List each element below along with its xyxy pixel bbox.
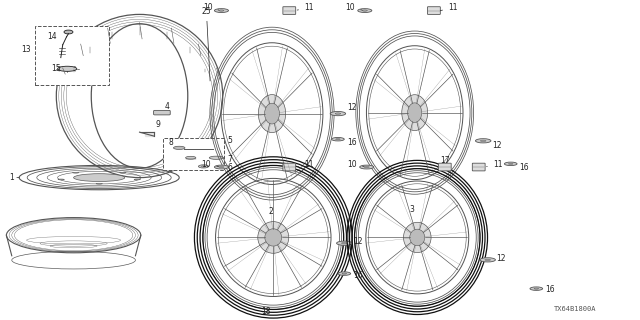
Ellipse shape xyxy=(134,179,140,180)
Ellipse shape xyxy=(209,156,223,159)
Ellipse shape xyxy=(258,221,289,253)
Text: 17: 17 xyxy=(440,156,450,165)
Text: 10: 10 xyxy=(346,4,362,12)
Text: 11: 11 xyxy=(297,4,314,12)
Text: 12: 12 xyxy=(492,141,502,150)
FancyBboxPatch shape xyxy=(438,163,451,171)
Ellipse shape xyxy=(64,30,73,34)
Ellipse shape xyxy=(214,165,228,169)
Ellipse shape xyxy=(402,95,428,131)
Ellipse shape xyxy=(72,172,79,173)
Ellipse shape xyxy=(198,165,209,168)
Ellipse shape xyxy=(403,222,431,252)
Text: 9: 9 xyxy=(156,120,161,129)
Text: 3: 3 xyxy=(409,205,414,214)
Text: 1: 1 xyxy=(10,173,19,182)
Ellipse shape xyxy=(362,10,367,11)
Text: 10: 10 xyxy=(348,160,364,169)
Text: 5: 5 xyxy=(227,136,232,145)
Ellipse shape xyxy=(186,156,196,159)
Text: 16: 16 xyxy=(347,138,356,147)
Ellipse shape xyxy=(332,138,344,141)
Ellipse shape xyxy=(58,179,65,180)
FancyBboxPatch shape xyxy=(472,163,485,171)
Ellipse shape xyxy=(534,288,539,289)
Ellipse shape xyxy=(338,272,351,275)
FancyBboxPatch shape xyxy=(35,26,109,85)
Text: 11: 11 xyxy=(486,160,502,169)
Text: 4: 4 xyxy=(165,102,170,111)
Ellipse shape xyxy=(410,229,425,246)
Text: 2: 2 xyxy=(268,207,273,216)
Text: 10: 10 xyxy=(203,4,219,12)
Ellipse shape xyxy=(337,241,352,245)
Ellipse shape xyxy=(259,95,285,132)
Ellipse shape xyxy=(364,166,369,168)
Ellipse shape xyxy=(120,172,126,173)
Text: 11: 11 xyxy=(440,4,458,12)
Ellipse shape xyxy=(265,229,282,246)
Text: 12: 12 xyxy=(353,237,363,246)
Text: TX64B1800A: TX64B1800A xyxy=(554,306,596,312)
Ellipse shape xyxy=(335,113,340,114)
Text: 16: 16 xyxy=(545,285,555,294)
Text: 10: 10 xyxy=(202,160,219,169)
Text: 12: 12 xyxy=(347,103,356,112)
Ellipse shape xyxy=(530,287,543,290)
Ellipse shape xyxy=(485,259,490,260)
FancyBboxPatch shape xyxy=(283,7,296,14)
Polygon shape xyxy=(145,132,154,136)
FancyBboxPatch shape xyxy=(283,163,296,171)
Ellipse shape xyxy=(264,103,280,124)
FancyBboxPatch shape xyxy=(154,110,170,115)
Ellipse shape xyxy=(219,10,224,11)
Text: 16: 16 xyxy=(353,271,363,280)
Ellipse shape xyxy=(96,183,102,184)
Text: 16: 16 xyxy=(520,164,529,172)
Ellipse shape xyxy=(408,103,422,123)
Ellipse shape xyxy=(480,258,495,262)
Ellipse shape xyxy=(74,174,125,181)
Ellipse shape xyxy=(342,273,347,274)
Text: 11: 11 xyxy=(297,160,314,169)
Ellipse shape xyxy=(504,162,517,165)
Ellipse shape xyxy=(202,166,205,167)
Ellipse shape xyxy=(58,66,77,71)
Ellipse shape xyxy=(330,111,346,116)
Text: 15: 15 xyxy=(51,64,61,73)
Text: 13: 13 xyxy=(21,45,31,54)
Text: 25: 25 xyxy=(202,7,211,81)
Ellipse shape xyxy=(476,139,491,143)
Text: 14: 14 xyxy=(47,32,56,41)
FancyBboxPatch shape xyxy=(428,7,440,14)
Ellipse shape xyxy=(358,9,372,12)
Ellipse shape xyxy=(342,243,347,244)
Text: 8: 8 xyxy=(168,138,173,147)
Ellipse shape xyxy=(360,165,374,169)
Text: 18: 18 xyxy=(261,307,270,316)
Ellipse shape xyxy=(481,140,486,141)
Ellipse shape xyxy=(508,163,513,164)
FancyBboxPatch shape xyxy=(163,138,224,170)
Ellipse shape xyxy=(219,166,224,168)
Ellipse shape xyxy=(214,9,228,12)
Ellipse shape xyxy=(335,139,340,140)
Text: 6: 6 xyxy=(227,163,232,172)
Ellipse shape xyxy=(173,146,185,149)
Text: 7: 7 xyxy=(227,156,232,164)
Text: 12: 12 xyxy=(497,254,506,263)
